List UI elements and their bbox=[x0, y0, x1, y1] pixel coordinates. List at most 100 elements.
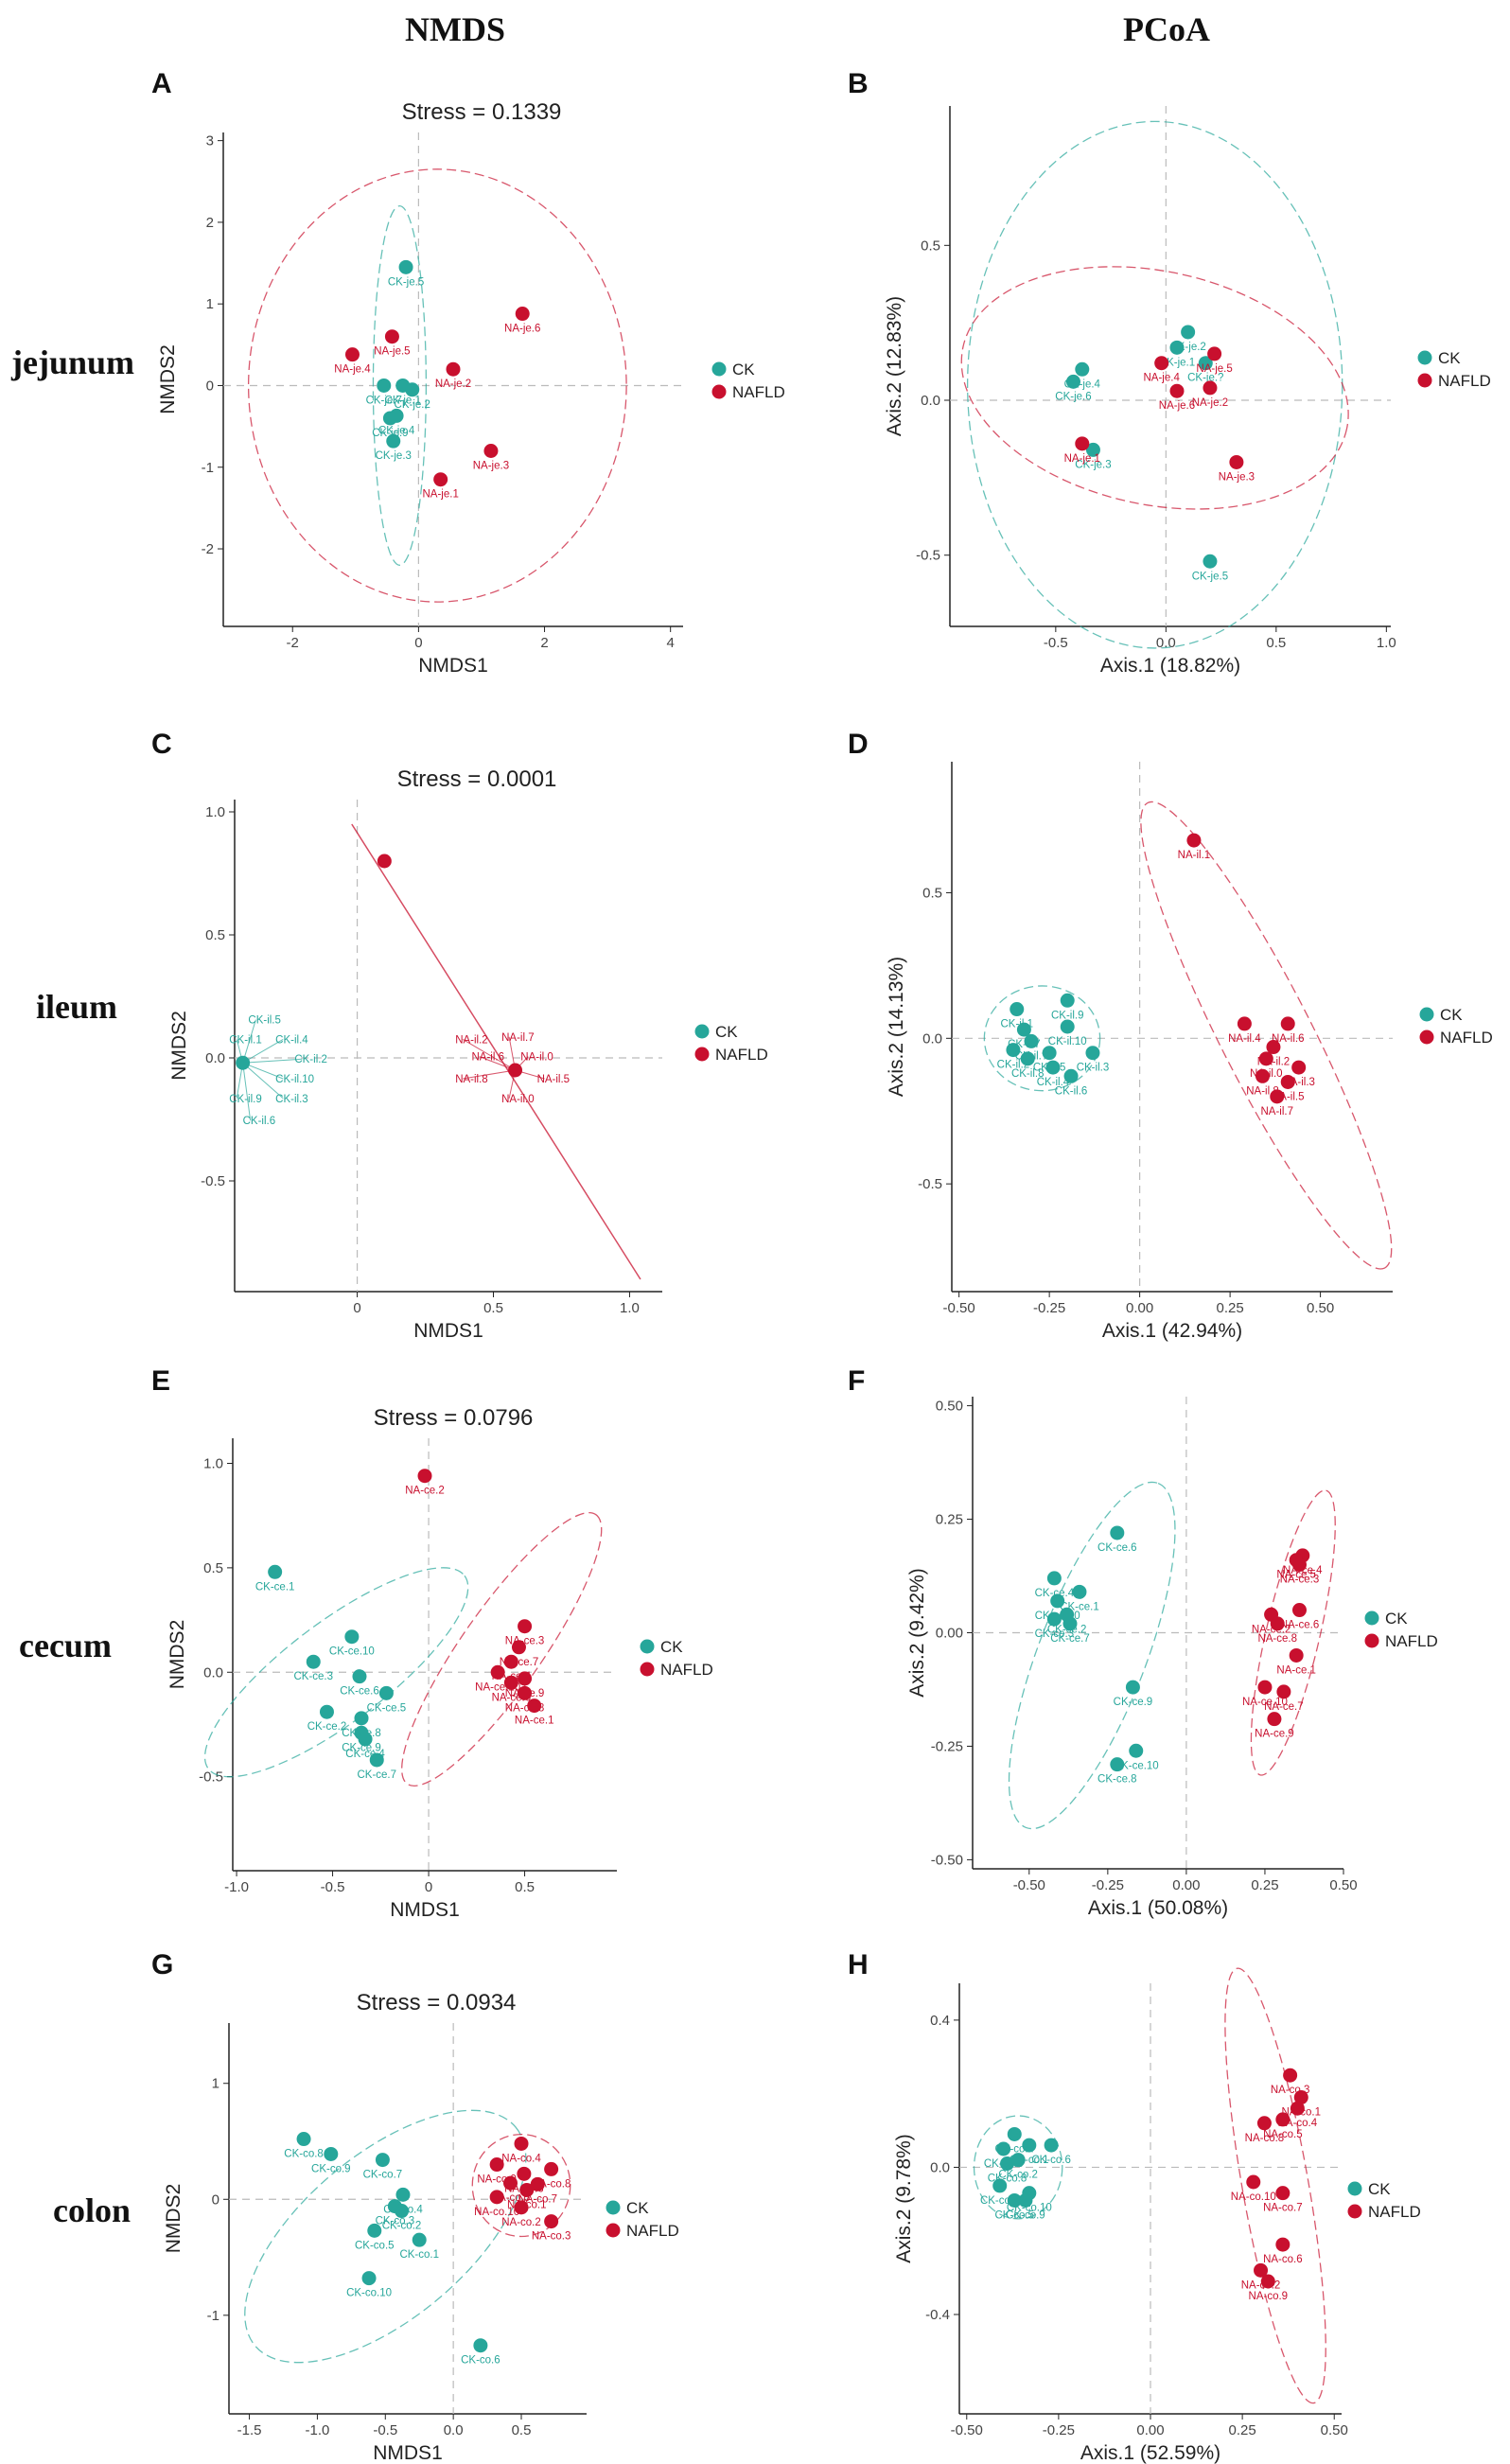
chart-e-x-tick-label: -0.5 bbox=[321, 1879, 345, 1895]
chart-b-point-label: CK-je.? bbox=[1187, 373, 1223, 384]
chart-d-x-tick-label: -0.25 bbox=[1033, 1300, 1065, 1316]
chart-f-y-tick-label: -0.25 bbox=[931, 1738, 963, 1754]
chart-f-point-nafld bbox=[1291, 1603, 1307, 1618]
chart-b-point-nafld bbox=[1207, 346, 1222, 361]
chart-h-point-label: NA-co.5 bbox=[1263, 2129, 1303, 2140]
chart-c-title: Stress = 0.0001 bbox=[397, 766, 557, 792]
legend-marker-nafld bbox=[1417, 373, 1432, 388]
panel-letter-g: G bbox=[151, 1949, 174, 1980]
chart-h-point-ck bbox=[1044, 2138, 1059, 2153]
chart-f-point-nafld bbox=[1289, 1647, 1304, 1663]
chart-h-point-ck bbox=[992, 2178, 1008, 2193]
chart-g-point-nafld bbox=[503, 2175, 518, 2191]
chart-a-point-label: CK-je.9 bbox=[372, 428, 408, 439]
chart-h-point-ck bbox=[1007, 2192, 1022, 2208]
chart-a-point-nafld bbox=[384, 329, 399, 344]
chart-e-point-ck bbox=[306, 1654, 321, 1669]
chart-g-point-label: CK-co.1 bbox=[399, 2249, 439, 2261]
chart-c-point-label: NA-il.5 bbox=[537, 1074, 571, 1085]
chart-h-point-nafld bbox=[1283, 2068, 1298, 2083]
chart-d-x-tick-label: 0.25 bbox=[1217, 1300, 1244, 1316]
chart-g-point-label: CK-co.5 bbox=[355, 2240, 395, 2251]
chart-d-x-tick-label: -0.50 bbox=[943, 1300, 975, 1316]
chart-f-x-tick-label: -0.50 bbox=[1013, 1877, 1045, 1893]
chart-h-ellipse-nafld bbox=[1224, 1967, 1326, 2404]
chart-a-point-label: NA-je.5 bbox=[374, 346, 410, 358]
chart-a-title: Stress = 0.1339 bbox=[402, 99, 562, 125]
chart-a-y-tick-label: 0 bbox=[206, 378, 214, 394]
chart-e-point-ck bbox=[268, 1564, 283, 1579]
legend-marker-ck bbox=[1419, 1007, 1434, 1022]
chart-f-point-nafld bbox=[1291, 1558, 1307, 1573]
chart-e-y-tick-label: 0.0 bbox=[203, 1664, 223, 1681]
chart-g-point-label: CK-co.3 bbox=[376, 2216, 415, 2227]
chart-g-point-nafld bbox=[489, 2157, 504, 2173]
chart-c-xlabel: NMDS1 bbox=[413, 1320, 483, 1342]
chart-a-point-label: CK-je.3 bbox=[376, 450, 412, 462]
chart-e-xlabel: NMDS1 bbox=[390, 1899, 460, 1921]
chart-c-x-tick-label: 1.0 bbox=[620, 1300, 640, 1316]
chart-b-point-ck bbox=[1203, 554, 1218, 569]
chart-f-ylabel: Axis.2 (9.42%) bbox=[906, 1568, 928, 1698]
chart-f-point-ck bbox=[1046, 1611, 1062, 1627]
chart-h-point-nafld bbox=[1254, 2262, 1269, 2278]
chart-e-x-tick-label: 0.5 bbox=[515, 1879, 535, 1895]
panel-letter-b: B bbox=[848, 68, 869, 99]
chart-d-point-label: CK-il.3 bbox=[1077, 1063, 1110, 1074]
chart-h-point-nafld bbox=[1256, 2116, 1272, 2131]
chart-b-point-ck bbox=[1198, 356, 1213, 371]
chart-f-point-ck bbox=[1125, 1680, 1140, 1695]
chart-e-point-nafld bbox=[511, 1640, 526, 1655]
chart-h-x-tick-label: -0.25 bbox=[1043, 2422, 1075, 2438]
row-label-ileum: ileum bbox=[36, 988, 117, 1026]
chart-d-point-label: CK-il.8 bbox=[1011, 1068, 1045, 1080]
chart-e-point-ck bbox=[358, 1732, 373, 1747]
chart-d-point-label: CK-il.4 bbox=[1037, 1077, 1070, 1088]
chart-h-point-nafld bbox=[1275, 2186, 1291, 2201]
chart-g-point-label: NA-co.2 bbox=[501, 2217, 541, 2228]
chart-d-point-ck bbox=[1045, 1060, 1061, 1075]
chart-c-point-label: NA-il.2 bbox=[455, 1034, 488, 1046]
chart-c-line-nafld bbox=[351, 823, 641, 1280]
chart-d-legend: CK NAFLD bbox=[1419, 1006, 1493, 1047]
chart-a-point-label: CK-je.4 bbox=[378, 425, 415, 436]
chart-f-x-tick-label: 0.00 bbox=[1172, 1877, 1200, 1893]
chart-h-y-tick-label: -0.4 bbox=[925, 2307, 950, 2323]
chart-g-point-label: NA-co.3 bbox=[532, 2231, 571, 2243]
chart-f-ellipse-nafld bbox=[1250, 1489, 1336, 1776]
chart-f-xlabel: Axis.1 (50.08%) bbox=[1088, 1897, 1228, 1919]
chart-f-point-ck bbox=[1062, 1616, 1078, 1631]
chart-b-ylabel: Axis.2 (12.83%) bbox=[884, 296, 905, 436]
chart-h-point-nafld bbox=[1260, 2274, 1275, 2289]
chart-g-x-tick-label: -1.5 bbox=[237, 2422, 262, 2438]
chart-b-point-label: NA-je.5 bbox=[1196, 363, 1232, 375]
chart-e-point-nafld bbox=[518, 1619, 533, 1634]
chart-g-point-ck bbox=[324, 2146, 339, 2161]
chart-d-point-nafld bbox=[1280, 1016, 1295, 1031]
chart-f-point-label: CK-ce.9 bbox=[1114, 1697, 1153, 1708]
chart-f: -0.50 -0.25 0.00 0.25 0.50 -0.50 -0.25 0.00 0.25… bbox=[906, 1397, 1438, 1919]
chart-h-point-label: NA-co.7 bbox=[1263, 2203, 1303, 2214]
chart-g-point-ck bbox=[367, 2223, 382, 2238]
chart-d-point-nafld bbox=[1258, 1051, 1273, 1066]
chart-h-point-nafld bbox=[1290, 2101, 1305, 2116]
chart-b-ellipse-nafld bbox=[960, 266, 1349, 510]
chart-g-point-ck bbox=[296, 2132, 311, 2147]
chart-d: -0.50 -0.25 0.00 0.25 0.50 -0.5 0.0 0.5 Axis.1 (… bbox=[886, 762, 1493, 1342]
chart-a-point-label: NA-je.6 bbox=[504, 324, 540, 335]
chart-a-point-label: CK-je.1 bbox=[385, 395, 421, 406]
chart-g-x-tick-label: -1.0 bbox=[305, 2422, 329, 2438]
legend-marker-ck bbox=[1417, 350, 1432, 365]
chart-e-point-ck bbox=[319, 1704, 334, 1719]
legend-label-ck: CK bbox=[1438, 349, 1461, 367]
chart-c-point-label: NA-il.0 bbox=[520, 1052, 553, 1064]
chart-f-point-ck bbox=[1110, 1757, 1125, 1772]
legend-marker-nafld bbox=[1419, 1030, 1434, 1045]
legend-marker-ck bbox=[711, 361, 727, 377]
chart-d-point-nafld bbox=[1237, 1016, 1252, 1031]
chart-b: -0.5 0.0 0.5 1.0 -0.5 0.0 0.5 Axis.1 (18.82%) Ax… bbox=[884, 106, 1491, 677]
chart-f-point-label: CK-ce.4 bbox=[1035, 1588, 1075, 1599]
chart-c-spoke bbox=[463, 1069, 516, 1080]
chart-a-point-label: CK-je.5 bbox=[388, 276, 424, 288]
chart-f-point-nafld bbox=[1270, 1616, 1285, 1631]
